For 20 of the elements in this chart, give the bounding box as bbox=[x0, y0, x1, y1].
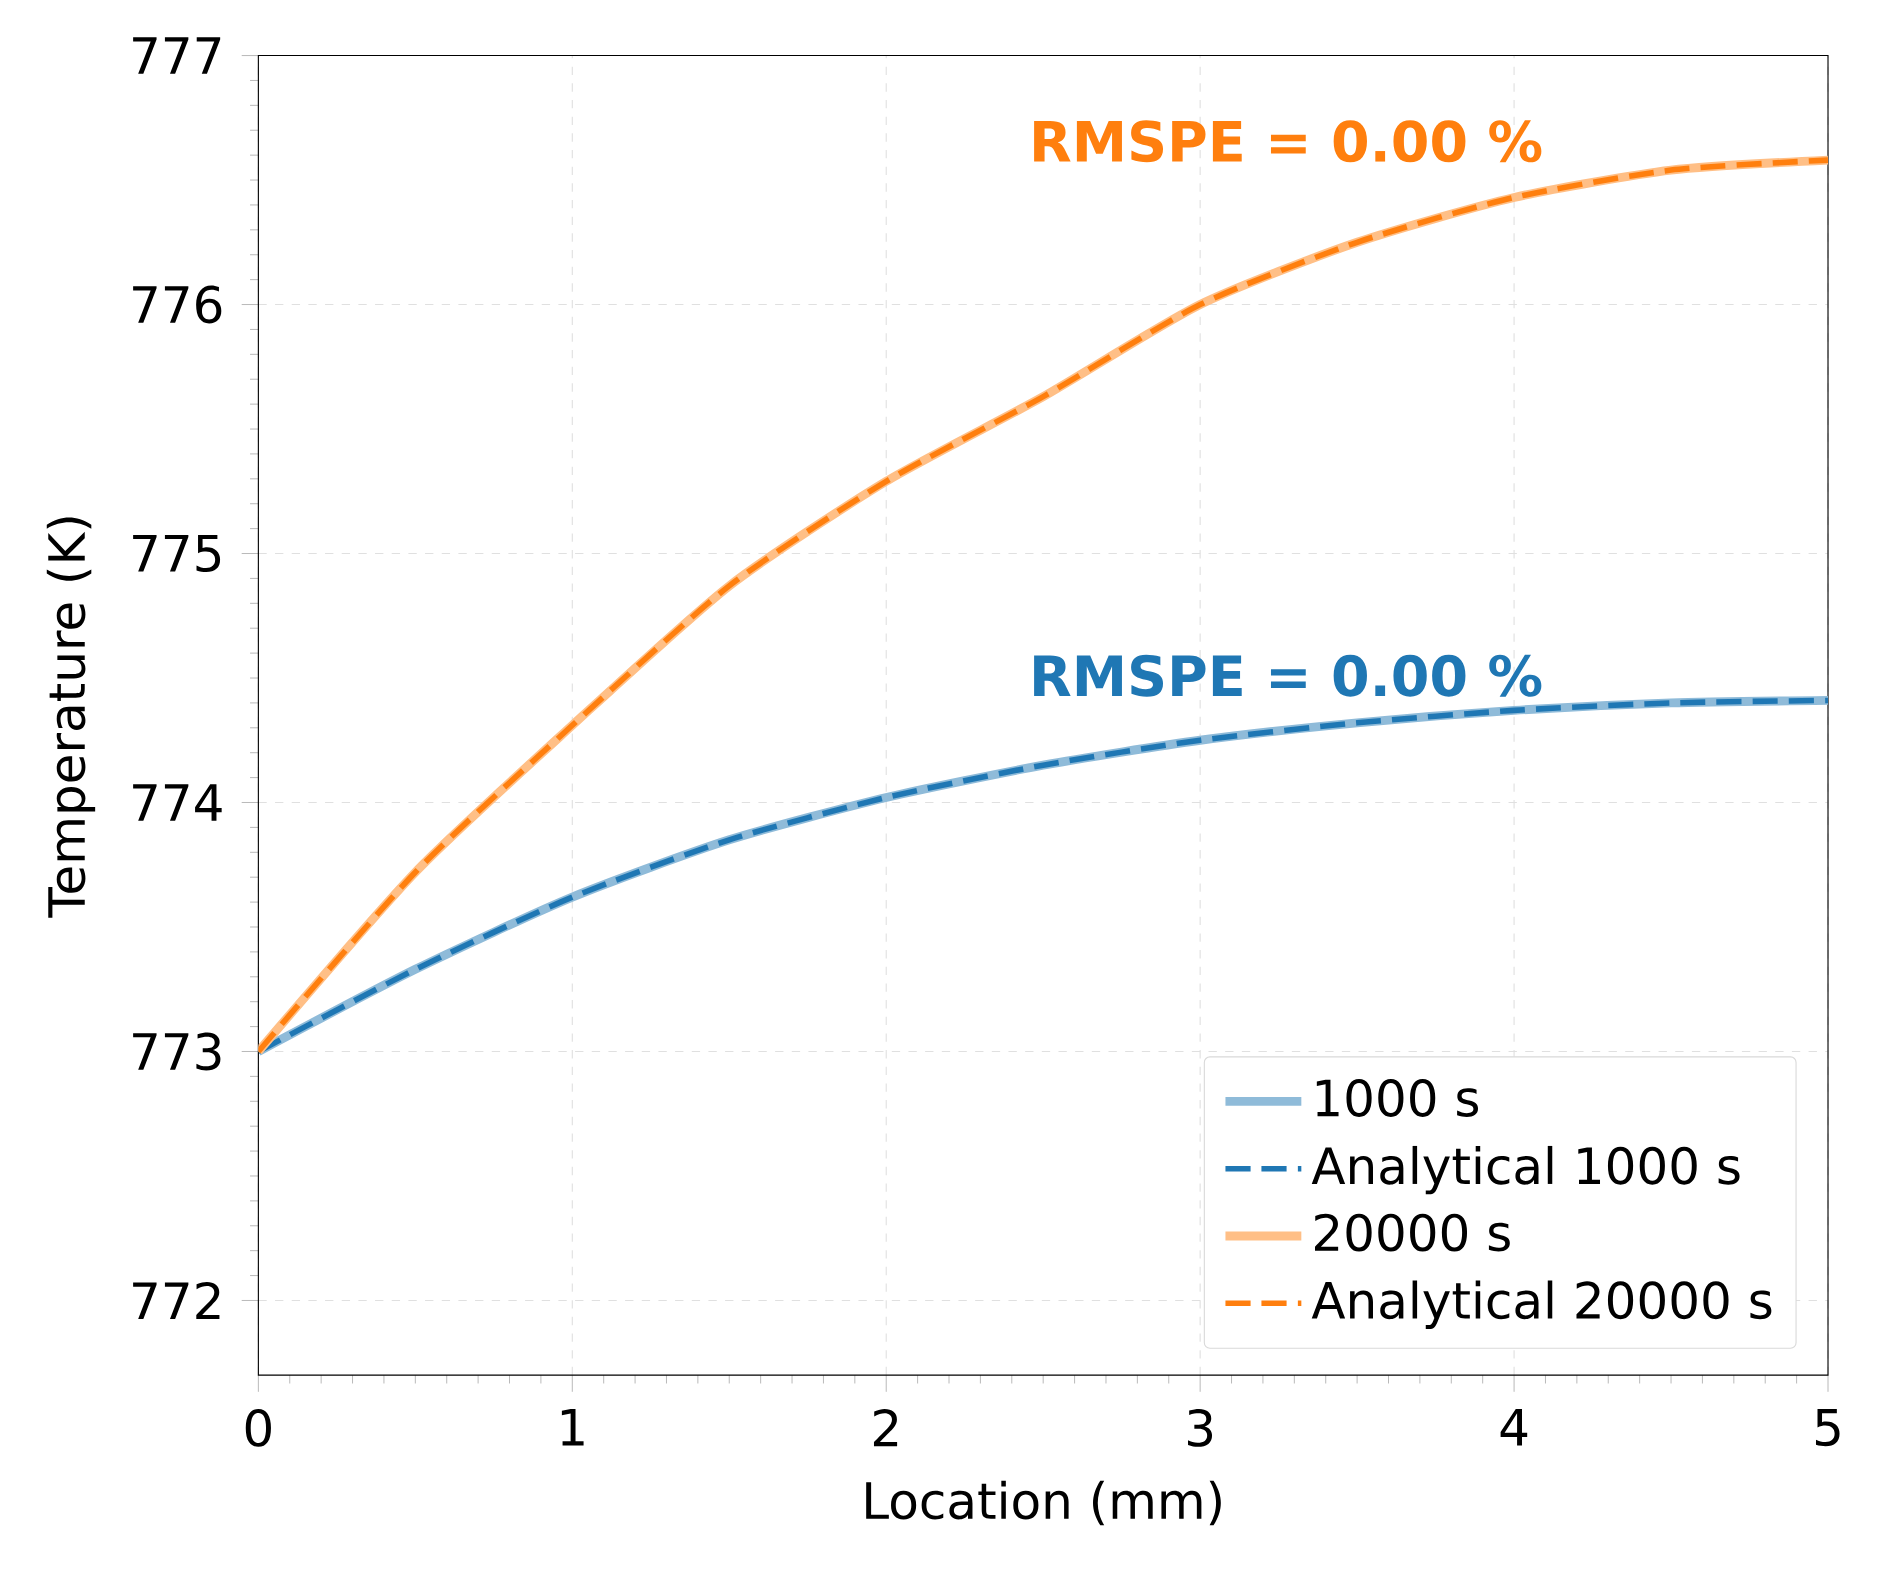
y-tick-label: 772 bbox=[133, 1281, 220, 1319]
legend-label: 1000 s bbox=[1316, 1079, 1479, 1117]
annotation: RMSPE = 0.00 % bbox=[1034, 654, 1542, 697]
x-tick-label: 0 bbox=[245, 1408, 271, 1447]
y-tick-label: 773 bbox=[133, 1032, 221, 1071]
y-tick-label: 775 bbox=[133, 534, 221, 572]
legend-label: Analytical 20000 s bbox=[1311, 1280, 1772, 1329]
x-tick-label: 4 bbox=[1500, 1408, 1528, 1446]
y-tick-label: 777 bbox=[133, 37, 221, 74]
y-tick-label: 776 bbox=[133, 285, 222, 324]
x-tick-label: 5 bbox=[1815, 1408, 1840, 1447]
legend-label: Analytical 1000 s bbox=[1311, 1145, 1740, 1195]
legend-label: 20000 s bbox=[1315, 1213, 1510, 1252]
x-axis-title: Location (mm) bbox=[866, 1480, 1221, 1526]
x-tick-label: 3 bbox=[1188, 1408, 1213, 1447]
y-axis-title: Temperature (K) bbox=[46, 517, 96, 918]
x-tick-label: 1 bbox=[561, 1408, 584, 1446]
x-tick-label: 2 bbox=[873, 1408, 898, 1447]
y-tick-label: 774 bbox=[133, 784, 222, 821]
annotation: RMSPE = 0.00 % bbox=[1034, 120, 1542, 163]
